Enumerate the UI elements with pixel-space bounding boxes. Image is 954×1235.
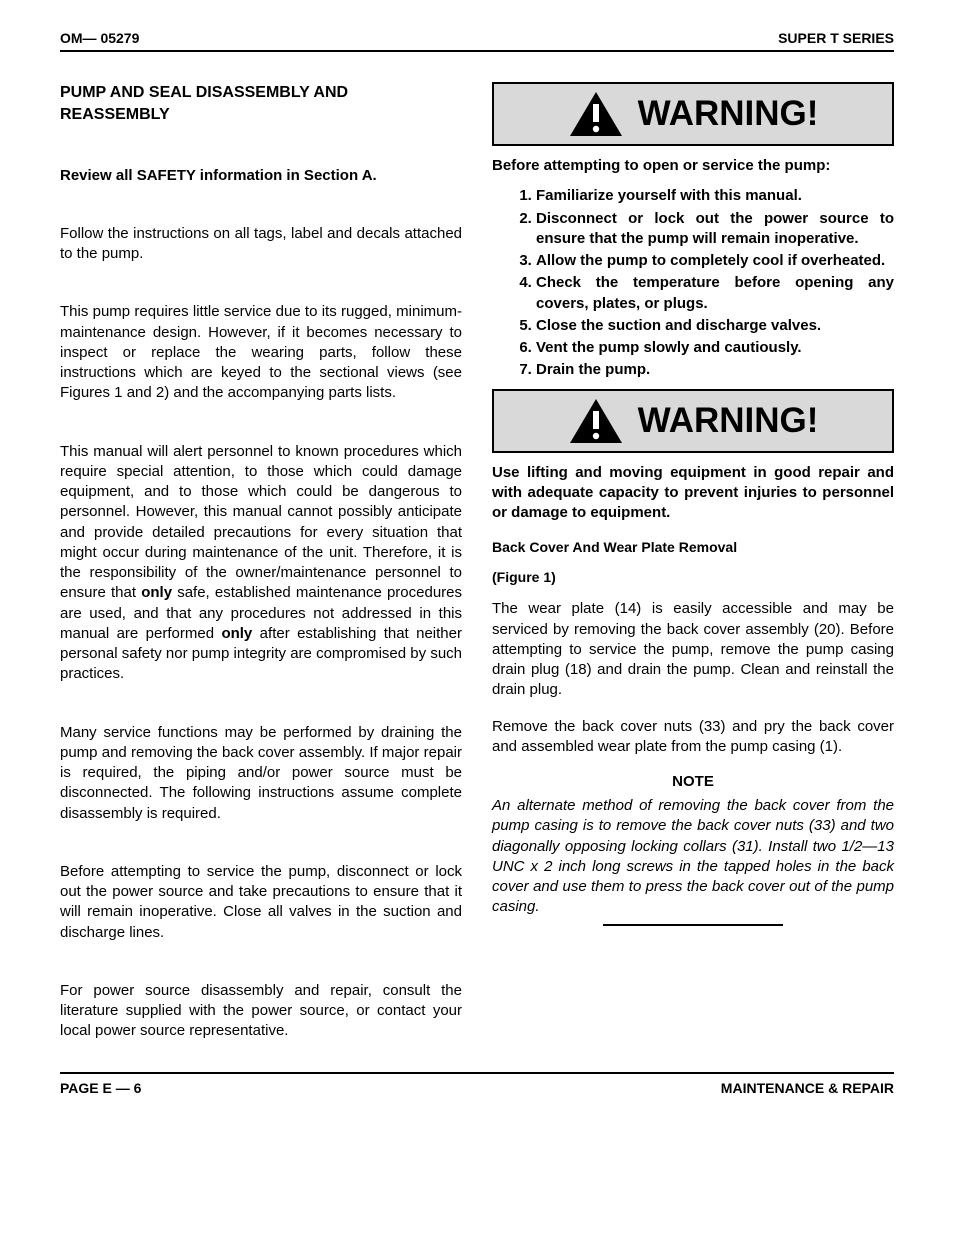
warn-step-1: Familiarize yourself with this manual. [536, 186, 894, 206]
figure-ref: (Figure 1) [492, 569, 894, 585]
warning-intro: Before attempting to open or service the… [492, 156, 894, 176]
note-heading: NOTE [492, 773, 894, 790]
para-service-functions: Many service functions may be performed … [60, 723, 462, 824]
warn-step-7: Drain the pump. [536, 360, 894, 380]
warn-step-4: Check the temperature before opening any… [536, 273, 894, 314]
para-wear-plate: The wear plate (14) is easily accessible… [492, 599, 894, 700]
note-divider [603, 924, 784, 926]
warning-box-1: WARNING! [492, 82, 894, 146]
header-right: SUPER T SERIES [778, 30, 894, 46]
only-word-1: only [141, 584, 172, 601]
footer-right: MAINTENANCE & REPAIR [721, 1080, 894, 1096]
warning-label-2: WARNING! [638, 401, 819, 441]
subhead-back-cover: Back Cover And Wear Plate Removal [492, 539, 894, 555]
warning-triangle-icon [568, 397, 624, 445]
review-safety-line: Review all SAFETY information in Section… [60, 167, 462, 184]
warning-lifting: Use lifting and moving equipment in good… [492, 463, 894, 524]
warning-label-1: WARNING! [638, 94, 819, 134]
content-columns: PUMP AND SEAL DISASSEMBLY AND REASSEMBLY… [60, 82, 894, 1042]
para-alert-a: This manual will alert personnel to know… [60, 443, 462, 602]
warning-box-2: WARNING! [492, 389, 894, 453]
page-footer: PAGE E — 6 MAINTENANCE & REPAIR [60, 1072, 894, 1096]
warn-step-5: Close the suction and discharge valves. [536, 316, 894, 336]
left-column: PUMP AND SEAL DISASSEMBLY AND REASSEMBLY… [60, 82, 462, 1042]
warning-steps-list: Familiarize yourself with this manual. D… [492, 186, 894, 380]
header-left: OM— 05279 [60, 30, 139, 46]
only-word-2: only [221, 625, 252, 642]
para-rugged: This pump requires little service due to… [60, 302, 462, 403]
para-before-service: Before attempting to service the pump, d… [60, 862, 462, 943]
footer-left: PAGE E — 6 [60, 1080, 141, 1096]
right-column: WARNING! Before attempting to open or se… [492, 82, 894, 1042]
page-header: OM— 05279 SUPER T SERIES [60, 30, 894, 52]
warn-step-3: Allow the pump to completely cool if ove… [536, 251, 894, 271]
warning-triangle-icon [568, 90, 624, 138]
para-remove-nuts: Remove the back cover nuts (33) and pry … [492, 717, 894, 758]
note-body: An alternate method of removing the back… [492, 796, 894, 918]
warn-step-6: Vent the pump slowly and cautiously. [536, 338, 894, 358]
section-title: PUMP AND SEAL DISASSEMBLY AND REASSEMBLY [60, 82, 462, 127]
warn-step-2: Disconnect or lock out the power source … [536, 209, 894, 250]
para-power-source: For power source disassembly and repair,… [60, 981, 462, 1042]
para-tags: Follow the instructions on all tags, lab… [60, 224, 462, 265]
para-alert: This manual will alert personnel to know… [60, 442, 462, 685]
